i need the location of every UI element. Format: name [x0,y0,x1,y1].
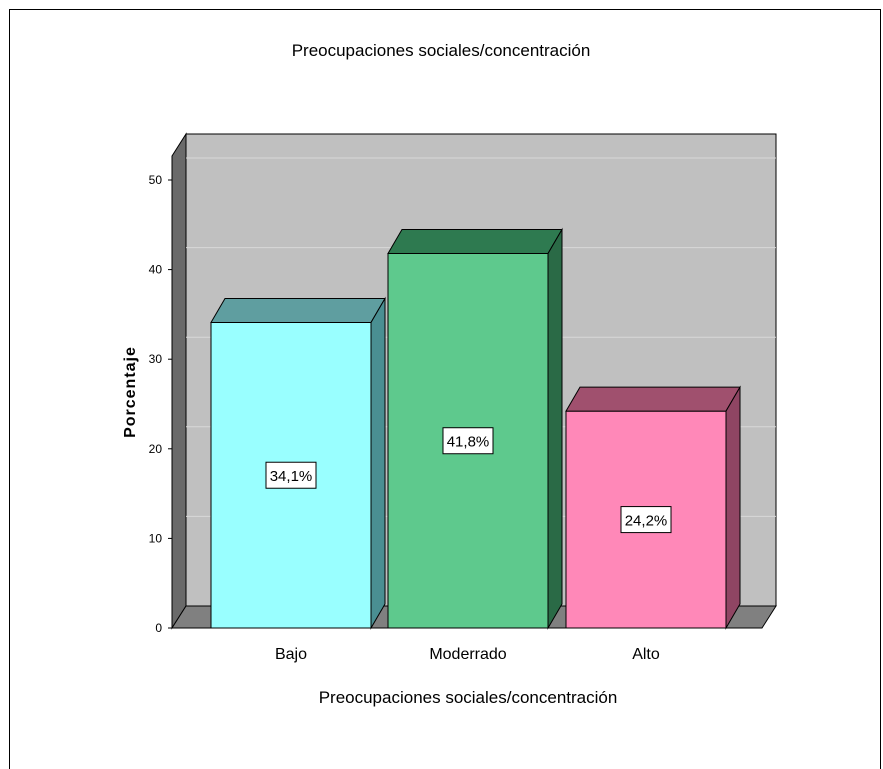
data-label-box [442,427,494,455]
data-label: 24,2% [625,513,668,530]
chart-frame [9,9,881,769]
chart-title: Preocupaciones sociales/concentración [292,41,591,60]
x-axis-label: Preocupaciones sociales/concentración [319,688,618,707]
y-tick-label: 10 [149,531,163,545]
y-tick-label: 40 [149,263,163,277]
y-tick-label: 50 [149,173,163,187]
data-label-box [265,461,317,489]
bar-top [210,297,386,323]
y-tick-label: 30 [149,352,163,366]
side-wall [171,132,187,630]
bar-top [387,228,563,254]
x-tick-label: Bajo [275,646,307,663]
data-label: 41,8% [447,434,490,451]
data-label-box [620,506,672,534]
y-tick-label: 20 [149,442,163,456]
bar-side [725,385,741,630]
bar-side [547,227,563,630]
x-tick-label: Moderrado [429,646,506,663]
bar-top [565,386,741,412]
x-tick-label: Alto [632,646,660,663]
y-tick-label: 0 [155,621,162,635]
bar-side [370,296,386,630]
plot-area: 0 10 20 30 40 50 34,1% Bajo 41,8% Moderrado 24,2% A… [149,132,777,663]
y-axis-label: Porcentaje [122,346,139,438]
data-label: 34,1% [270,468,313,485]
